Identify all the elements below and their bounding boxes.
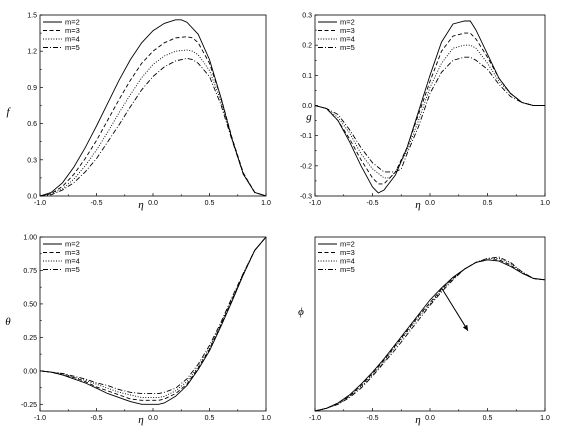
legend-label: m=4	[65, 35, 80, 44]
y-tick-label: 0.25	[23, 335, 37, 342]
series-line-m-4	[39, 236, 267, 399]
series-line-m-3	[314, 32, 545, 185]
legend-label: m=4	[340, 257, 355, 266]
y-tick-label: 0.6	[27, 121, 37, 128]
legend-label: m=5	[65, 265, 80, 274]
x-tick-label: -0.5	[90, 415, 102, 422]
series-line-m-5	[314, 256, 546, 412]
x-tick-label: -1.0	[309, 200, 321, 207]
x-tick-label: 0.5	[205, 200, 215, 207]
legend-label: m=3	[340, 26, 355, 35]
y-axis-label: θ	[5, 316, 11, 328]
trend-arrow-shaft	[441, 287, 469, 331]
x-axis-label: η	[415, 414, 420, 426]
legend-label: m=4	[340, 35, 355, 44]
x-axis-label: η	[138, 414, 143, 426]
series-line-m-3	[314, 259, 546, 412]
series-line-m-5	[39, 57, 267, 197]
x-tick-label: 0.0	[148, 200, 158, 207]
x-tick-label: -1.0	[34, 415, 46, 422]
y-tick-label: 0.3	[302, 13, 312, 20]
y-axis-label: f	[6, 106, 11, 118]
x-tick-label: -0.5	[90, 200, 102, 207]
series-line-m-4	[314, 257, 546, 412]
series-line-m-2	[39, 236, 267, 405]
x-tick-label: 0.5	[205, 415, 215, 422]
legend-label: m=2	[65, 18, 80, 27]
legend-label: m=4	[65, 257, 80, 266]
x-axis-label: η	[138, 199, 143, 211]
series-line-m-3	[39, 36, 267, 197]
series-line-m-4	[39, 49, 267, 197]
x-tick-label: -0.5	[366, 200, 378, 207]
y-tick-label: 0.3	[27, 157, 37, 164]
x-tick-label: 0.5	[483, 200, 493, 207]
y-tick-label: 0.75	[23, 268, 37, 275]
legend-label: m=3	[65, 26, 80, 35]
x-tick-label: 0.0	[425, 200, 435, 207]
y-tick-label: -0.2	[300, 163, 312, 170]
y-tick-label: 0.1	[302, 73, 312, 80]
y-tick-label: 0.0	[302, 103, 312, 110]
y-axis-label: ϕ	[298, 306, 304, 318]
y-tick-label: -0.1	[300, 133, 312, 140]
legend-label: m=5	[340, 43, 355, 52]
chart-panel-1: -1.0 -0.5 0.0 0.5 1.0 0.0 0.3 0.6 0.9 1.2 1.5 η f m=2…	[6, 13, 271, 212]
y-tick-label: 0.0	[27, 194, 37, 201]
y-tick-label: 1.00	[23, 235, 37, 242]
series-line-m-2	[314, 259, 546, 412]
x-tick-label: 1.0	[261, 415, 271, 422]
chart-panel-4: -1.0 -0.5 0.0 0.5 1.0 η ϕ m=2m=3m=4m=5	[298, 236, 550, 426]
legend-label: m=5	[340, 265, 355, 274]
x-tick-label: 0.0	[148, 415, 158, 422]
x-tick-label: 0.0	[425, 415, 435, 422]
series-line-m-3	[39, 236, 267, 401]
x-tick-label: 1.0	[540, 200, 550, 207]
y-tick-label: -0.25	[21, 402, 37, 409]
y-axis-label: g	[306, 111, 312, 123]
legend-label: m=2	[340, 18, 355, 27]
x-axis-label: η	[415, 199, 420, 211]
x-tick-label: -0.5	[366, 415, 378, 422]
series-line-m-5	[314, 56, 545, 173]
x-tick-label: 1.0	[261, 200, 271, 207]
y-tick-label: 0.9	[27, 85, 37, 92]
legend-label: m=2	[340, 240, 355, 249]
chart-panel-2: -1.0 -0.5 0.0 0.5 1.0 -0.3 -0.2 -0.1 0.0 0.1 0.2 0.…	[300, 13, 550, 212]
x-tick-label: 1.0	[540, 415, 550, 422]
chart-panel-3: -1.0 -0.5 0.0 0.5 1.0 -0.25 0.00 0.25 0.50 0.75 1.…	[5, 235, 271, 427]
legend-label: m=3	[340, 248, 355, 257]
legend-label: m=3	[65, 248, 80, 257]
trend-arrow-head	[462, 324, 468, 331]
y-tick-label: 0.00	[23, 368, 37, 375]
x-tick-label: -1.0	[309, 415, 321, 422]
y-tick-label: 1.5	[27, 13, 37, 20]
legend-label: m=2	[65, 240, 80, 249]
series-line-m-4	[314, 44, 545, 179]
y-tick-label: 0.2	[302, 43, 312, 50]
y-tick-label: 0.50	[23, 301, 37, 308]
x-tick-label: 0.5	[483, 415, 493, 422]
x-tick-label: -1.0	[34, 200, 46, 207]
y-tick-label: 1.2	[27, 49, 37, 56]
legend-label: m=5	[65, 43, 80, 52]
y-tick-label: -0.3	[300, 194, 312, 201]
series-line-m-5	[39, 236, 267, 395]
